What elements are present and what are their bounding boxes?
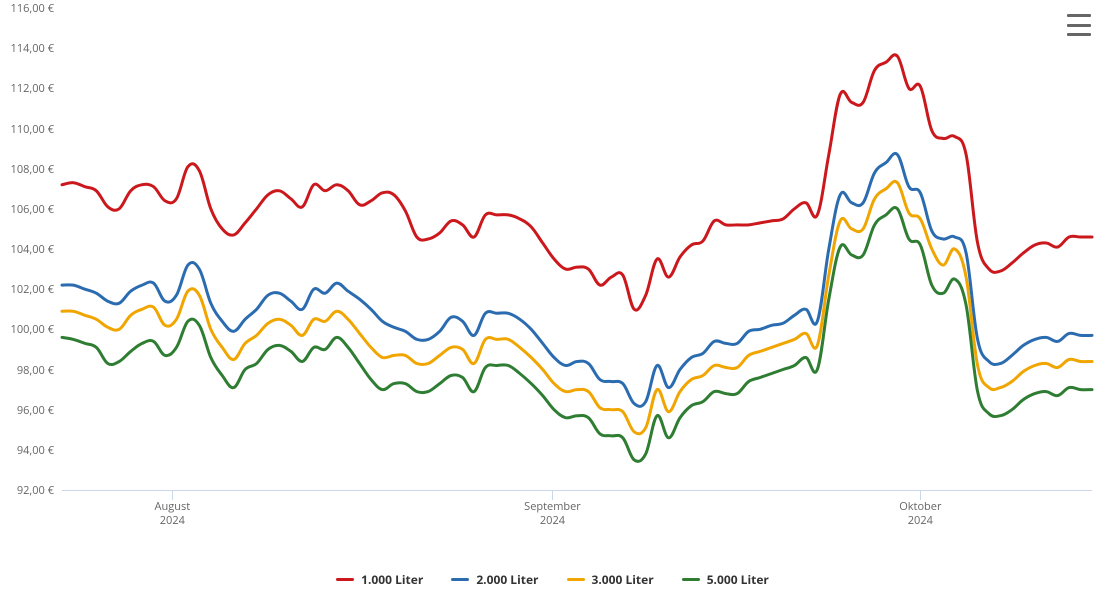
legend-swatch: [567, 578, 585, 582]
price-line-chart: 92,00 €94,00 €96,00 €98,00 €100,00 €102,…: [0, 0, 1105, 602]
legend-label: 5.000 Liter: [707, 571, 769, 588]
legend-label: 3.000 Liter: [592, 571, 654, 588]
legend-swatch: [451, 578, 469, 582]
legend-label: 2.000 Liter: [476, 571, 538, 588]
legend-label: 1.000 Liter: [361, 571, 423, 588]
series-line: [62, 55, 1092, 310]
legend-swatch: [682, 578, 700, 582]
chart-lines: [0, 0, 1105, 602]
chart-legend: 1.000 Liter 2.000 Liter 3.000 Liter 5.000 L…: [0, 568, 1105, 588]
legend-item[interactable]: 2.000 Liter: [451, 571, 538, 588]
legend-item[interactable]: 3.000 Liter: [567, 571, 654, 588]
legend-item[interactable]: 1.000 Liter: [336, 571, 423, 588]
legend-item[interactable]: 5.000 Liter: [682, 571, 769, 588]
series-line: [62, 207, 1092, 461]
legend-swatch: [336, 578, 354, 582]
